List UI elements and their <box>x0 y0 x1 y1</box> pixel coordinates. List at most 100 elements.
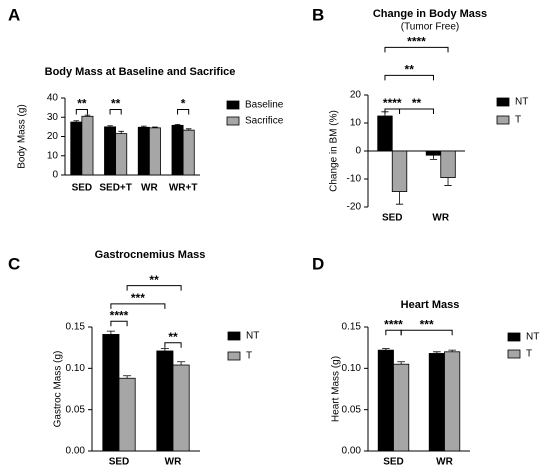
significance-bracket <box>384 108 401 114</box>
legend-swatch <box>507 332 521 342</box>
error-bar <box>160 348 169 351</box>
y-tick-label: 20 <box>350 90 362 101</box>
error-bar <box>152 126 158 128</box>
x-tick-label: WR+T <box>169 183 198 194</box>
error-bar <box>84 114 91 117</box>
y-tick-label: 30 <box>47 112 59 123</box>
significance-label: ** <box>149 273 159 287</box>
y-tick-label: 0.15 <box>342 322 362 333</box>
y-tick-label: 0.10 <box>342 363 362 374</box>
panel-letter: B <box>312 5 324 24</box>
y-axis-label: Heart Mass (g) <box>331 356 342 422</box>
error-bar <box>73 120 80 123</box>
panel-letter: A <box>8 5 20 24</box>
significance-label: **** <box>383 96 402 110</box>
significance-label: **** <box>110 308 129 322</box>
legend-label: Sacrifice <box>245 116 284 127</box>
legend-swatch <box>227 331 241 341</box>
legend-label: NT <box>515 97 528 108</box>
significance-label: ** <box>412 96 422 110</box>
chart-subtitle: (Tumor Free) <box>401 22 460 33</box>
y-tick-label: 20 <box>47 131 59 142</box>
legend-swatch <box>226 116 240 126</box>
x-tick-label: WR <box>432 213 449 224</box>
significance-label: **** <box>407 35 426 49</box>
significance-label: ** <box>77 97 87 111</box>
significance-bracket <box>75 109 88 115</box>
legend-swatch <box>496 115 510 125</box>
chart-title: Gastrocnemius Mass <box>95 249 206 261</box>
y-axis-label: Gastroc Mass (g) <box>53 351 64 428</box>
chart-title: Heart Mass <box>401 299 460 311</box>
legend-swatch <box>227 351 241 361</box>
bar <box>171 124 184 176</box>
error-bar <box>141 125 147 128</box>
panel-letter: C <box>8 254 20 273</box>
significance-bracket <box>126 285 182 291</box>
x-tick-label: SED <box>383 457 404 468</box>
y-tick-label: 10 <box>350 118 362 129</box>
bar <box>81 115 94 176</box>
error-bar <box>382 348 390 351</box>
legend-swatch <box>507 349 521 359</box>
legend-label: T <box>246 351 252 362</box>
y-axis-label: Change in BM (%) <box>329 110 340 192</box>
bar <box>377 349 394 452</box>
significance-label: ** <box>168 330 178 344</box>
x-tick-label: SED+T <box>99 183 132 194</box>
x-tick-label: WR <box>141 183 158 194</box>
significance-bracket <box>110 303 166 309</box>
significance-bracket <box>384 74 434 81</box>
error-bar <box>395 191 404 205</box>
error-bar <box>118 130 124 134</box>
y-axis-label: Body Mass (g) <box>17 104 28 168</box>
bar <box>102 334 120 452</box>
panel-letter: D <box>312 254 324 273</box>
bar <box>425 150 442 156</box>
y-tick-label: 0.10 <box>66 363 86 374</box>
significance-bracket <box>164 342 182 348</box>
y-tick-label: 0.05 <box>66 404 86 415</box>
significance-label: *** <box>131 291 145 305</box>
error-bar <box>174 123 181 126</box>
significance-label: ** <box>111 97 121 111</box>
bar <box>391 150 408 192</box>
y-tick-label: 0.15 <box>66 322 86 333</box>
bar <box>444 351 461 452</box>
error-bar <box>123 375 132 379</box>
y-tick-label: 40 <box>47 93 59 104</box>
y-tick-label: 0.00 <box>342 446 362 457</box>
legend-swatch <box>496 97 510 107</box>
y-tick-label: -10 <box>347 174 362 185</box>
significance-bracket <box>110 320 128 327</box>
bar <box>115 133 128 176</box>
chart-title: Change in Body Mass <box>373 8 487 20</box>
significance-label: *** <box>420 317 434 331</box>
x-tick-label: WR <box>436 457 453 468</box>
error-bar <box>185 128 192 131</box>
bar <box>172 364 190 452</box>
legend-label: Baseline <box>245 100 284 111</box>
significance-label: * <box>181 97 186 111</box>
bar <box>440 150 456 179</box>
y-tick-label: 0 <box>52 170 58 181</box>
legend-label: NT <box>526 332 539 343</box>
error-bar <box>107 125 113 127</box>
error-bar <box>448 349 456 352</box>
x-tick-label: SED <box>382 213 403 224</box>
y-tick-label: 0.00 <box>66 446 86 457</box>
chart-title: Body Mass at Baseline and Sacrifice <box>45 66 236 78</box>
bar <box>182 129 195 176</box>
y-tick-label: 10 <box>47 150 59 161</box>
significance-bracket <box>384 46 449 53</box>
x-tick-label: SED <box>109 457 130 468</box>
y-tick-label: 0 <box>355 146 361 157</box>
bar <box>104 126 117 176</box>
x-tick-label: WR <box>165 457 182 468</box>
error-bar <box>429 155 438 160</box>
significance-bracket <box>400 329 453 336</box>
bar <box>148 127 161 176</box>
bar <box>393 363 410 452</box>
error-bar <box>433 351 441 354</box>
legend-label: T <box>526 349 532 360</box>
